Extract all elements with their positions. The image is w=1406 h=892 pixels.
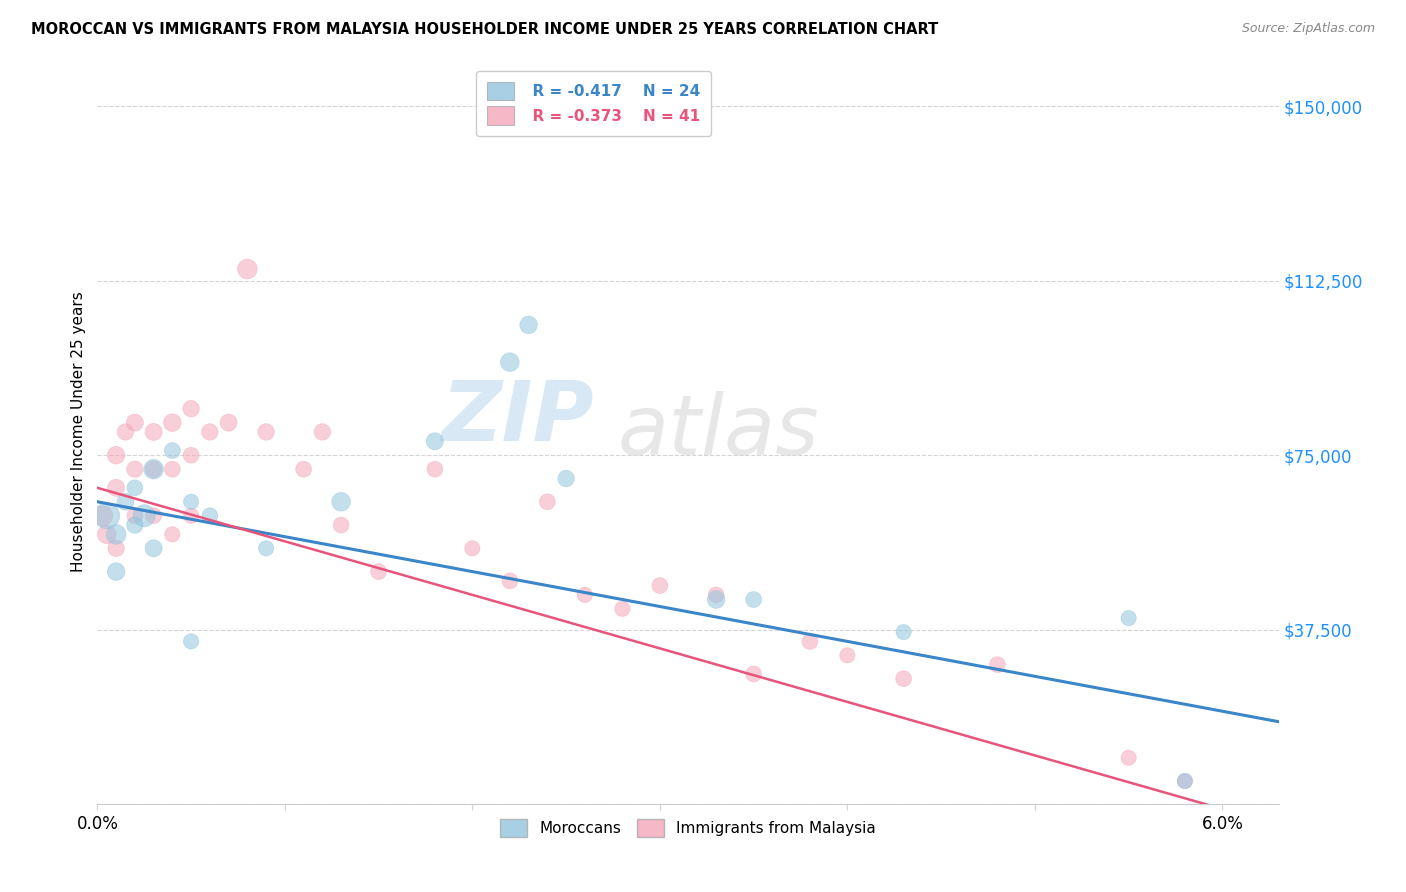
Point [114,495,136,509]
Point [837,648,859,663]
Point [555,471,578,485]
Point [114,425,136,439]
Point [292,462,315,476]
Point [105,527,128,541]
Point [499,574,522,588]
Point [254,541,277,556]
Text: Source: ZipAtlas.com: Source: ZipAtlas.com [1241,22,1375,36]
Point [423,434,446,449]
Point [124,508,146,523]
Point [162,443,184,458]
Point [461,541,484,556]
Point [517,318,540,332]
Point [536,495,558,509]
Point [105,481,128,495]
Point [1174,774,1197,789]
Point [96,508,118,523]
Point [893,672,915,686]
Point [499,355,522,369]
Text: MOROCCAN VS IMMIGRANTS FROM MALAYSIA HOUSEHOLDER INCOME UNDER 25 YEARS CORRELATI: MOROCCAN VS IMMIGRANTS FROM MALAYSIA HOU… [31,22,938,37]
Point [330,495,353,509]
Point [105,565,128,579]
Point [1118,611,1140,625]
Point [254,425,277,439]
Point [162,527,184,541]
Point [236,262,259,277]
Point [162,462,184,476]
Point [893,625,915,640]
Point [91,508,114,523]
Point [367,565,389,579]
Point [311,425,333,439]
Point [218,416,240,430]
Point [612,602,634,616]
Point [330,518,353,533]
Point [180,508,202,523]
Point [124,416,146,430]
Point [134,508,156,523]
Point [574,588,596,602]
Point [423,462,446,476]
Point [648,578,671,592]
Legend: Moroccans, Immigrants from Malaysia: Moroccans, Immigrants from Malaysia [492,811,884,845]
Text: ZIP: ZIP [441,376,593,458]
Point [142,508,165,523]
Point [180,448,202,462]
Point [180,495,202,509]
Point [96,527,118,541]
Point [142,425,165,439]
Point [124,518,146,533]
Point [1174,774,1197,789]
Point [742,592,765,607]
Point [799,634,821,648]
Point [180,401,202,416]
Y-axis label: Householder Income Under 25 years: Householder Income Under 25 years [72,292,86,573]
Text: atlas: atlas [617,392,818,473]
Point [105,448,128,462]
Point [162,416,184,430]
Point [142,541,165,556]
Point [198,508,221,523]
Point [742,667,765,681]
Point [142,462,165,476]
Point [986,657,1008,672]
Point [105,541,128,556]
Point [704,588,727,602]
Point [198,425,221,439]
Point [142,462,165,476]
Point [1118,751,1140,765]
Point [124,481,146,495]
Point [124,462,146,476]
Point [704,592,727,607]
Point [180,634,202,648]
